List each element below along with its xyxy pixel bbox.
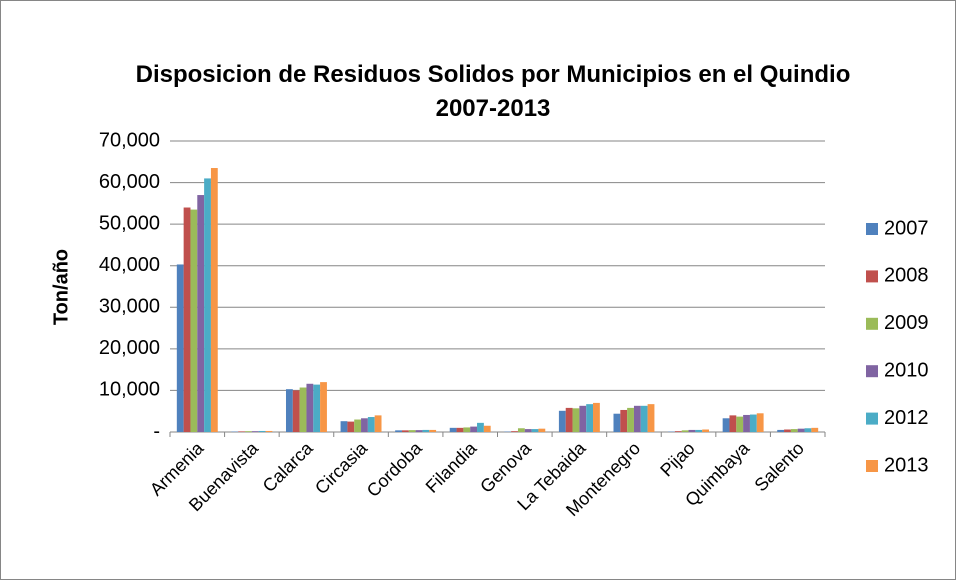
bar <box>593 402 600 432</box>
legend-label: 2009 <box>884 312 929 334</box>
bar <box>463 427 471 432</box>
y-tick-label: 40,000 <box>99 254 160 276</box>
bar <box>688 429 696 432</box>
legend-swatch <box>866 412 878 425</box>
chart-title: Disposicion de Residuos Solidos por Muni… <box>135 61 851 122</box>
legend-swatch <box>866 365 878 378</box>
legend-label: 2013 <box>884 454 929 476</box>
legend-swatch <box>866 223 878 235</box>
bar <box>251 431 259 432</box>
bar <box>408 430 416 432</box>
bar <box>204 178 211 432</box>
bar <box>511 431 518 432</box>
bar <box>797 428 805 432</box>
bar <box>572 408 580 432</box>
legend-label: 2012 <box>884 407 929 429</box>
legend-label: 2008 <box>884 265 929 287</box>
legend-label: 2010 <box>884 359 929 381</box>
bar <box>340 421 348 432</box>
bar <box>361 418 368 432</box>
bar <box>777 429 785 432</box>
bar <box>374 415 382 432</box>
bar <box>647 404 655 432</box>
bar <box>613 413 621 432</box>
bar <box>531 429 539 432</box>
y-tick-label: 20,000 <box>99 337 160 359</box>
bar <box>483 425 491 432</box>
bar <box>265 430 273 432</box>
bar <box>422 429 430 432</box>
bar <box>347 421 355 432</box>
bar <box>702 429 710 432</box>
bar <box>620 409 628 432</box>
bar <box>449 427 457 432</box>
bar <box>415 430 423 432</box>
bar <box>285 389 293 432</box>
bar <box>586 404 594 432</box>
bar <box>579 405 587 432</box>
bar <box>524 429 532 432</box>
bar <box>313 384 321 432</box>
bar <box>729 415 737 432</box>
y-axis-label: Ton/año <box>50 249 72 325</box>
bar <box>565 407 573 432</box>
bar <box>258 430 266 432</box>
bar <box>354 419 362 432</box>
bar <box>470 426 478 432</box>
bar <box>429 429 437 432</box>
bar <box>210 168 218 432</box>
y-tick-label: 60,000 <box>99 171 160 193</box>
bar <box>367 417 375 432</box>
y-tick-label: 50,000 <box>99 212 160 234</box>
bar <box>245 431 252 432</box>
bar <box>477 422 484 432</box>
bar <box>306 383 314 432</box>
bar <box>517 428 525 432</box>
bar <box>292 390 300 432</box>
bar <box>640 405 648 432</box>
bar <box>395 430 402 432</box>
bar <box>743 414 750 432</box>
bar <box>811 427 819 432</box>
bar <box>299 387 307 432</box>
y-tick-label: 70,000 <box>99 129 160 151</box>
bar <box>749 414 757 432</box>
bar <box>538 428 546 432</box>
bar <box>736 416 744 432</box>
legend-label: 2007 <box>884 217 929 239</box>
bar <box>190 209 198 432</box>
bar <box>804 428 812 432</box>
bar <box>722 418 730 432</box>
bar <box>176 264 184 432</box>
bar <box>674 431 682 432</box>
y-tick-label: 30,000 <box>99 296 160 318</box>
bar <box>756 413 764 432</box>
y-tick-label: - <box>153 420 160 442</box>
bar <box>695 429 703 432</box>
legend-swatch <box>866 460 878 472</box>
bar <box>627 407 634 432</box>
bar <box>558 410 566 432</box>
bar <box>784 429 791 432</box>
bar <box>183 207 191 432</box>
bar <box>790 429 798 432</box>
y-tick-label: 10,000 <box>99 379 160 401</box>
bar <box>401 430 409 432</box>
bar <box>320 382 327 432</box>
bar <box>633 405 641 432</box>
legend-swatch <box>866 317 878 330</box>
bar <box>238 431 246 432</box>
legend-swatch <box>866 270 878 283</box>
bar <box>681 430 689 432</box>
bar <box>197 195 205 432</box>
bar <box>456 427 464 432</box>
